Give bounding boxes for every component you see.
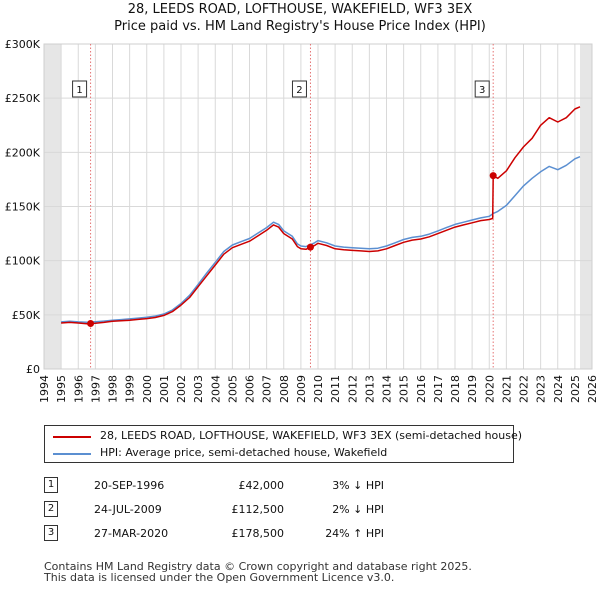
y-tick-label: £0 — [26, 363, 40, 376]
x-tick-label: 2009 — [295, 375, 308, 403]
x-tick-label: 2019 — [466, 375, 479, 403]
sale-hpi-diff: 2% ↓ HPI — [332, 502, 384, 516]
sale-label-box — [474, 80, 490, 98]
x-tick-label: 2020 — [483, 375, 496, 403]
y-tick-label: £200K — [5, 146, 41, 159]
x-tick-label: 1995 — [55, 375, 68, 403]
x-tick-label: 2005 — [226, 375, 239, 403]
x-tick-label: 1996 — [72, 375, 85, 403]
x-tick-label: 2001 — [158, 375, 171, 403]
footer-copyright: Contains HM Land Registry data © Crown c… — [44, 560, 472, 573]
chart-title: 28, LEEDS ROAD, LOFTHOUSE, WAKEFIELD, WF… — [127, 2, 473, 17]
price-chart: £0 £50K £100K £150K £200K £250K £300K 1994 1995 1… — [5, 38, 599, 403]
sale-point — [87, 320, 95, 327]
sale-label-number: 1 — [76, 85, 82, 96]
x-tick-label: 2003 — [192, 375, 205, 403]
footer-licence: This data is licensed under the Open Gov… — [44, 571, 395, 584]
legend-line-hpi — [53, 453, 91, 455]
plot-frame — [43, 43, 593, 370]
sale-label-number: 2 — [296, 85, 302, 96]
legend: 28, LEEDS ROAD, LOFTHOUSE, WAKEFIELD, WF… — [44, 425, 522, 463]
y-tick-label: £100K — [5, 255, 41, 268]
x-tick-label: 2026 — [586, 375, 599, 403]
x-tick-label: 2010 — [312, 375, 325, 403]
x-tick-label: 1997 — [89, 375, 102, 403]
sale-price: £112,500 — [231, 502, 285, 516]
sale-number-badge: 1 — [44, 477, 58, 493]
sale-label-box — [72, 80, 88, 98]
x-tick-label: 2006 — [244, 375, 257, 403]
x-tick-label: 2014 — [381, 375, 394, 403]
chart-subtitle: Price paid vs. HM Land Registry's House … — [114, 19, 486, 34]
x-tick-label: 2015 — [398, 375, 411, 403]
sale-date: 24-JUL-2009 — [94, 502, 162, 516]
table-row: 3 27-MAR-2020 £178,500 24% ↑ HPI — [44, 521, 384, 545]
x-tick-label: 2002 — [175, 375, 188, 403]
x-tick-label: 2000 — [141, 375, 154, 403]
x-tick-label: 2024 — [552, 375, 565, 403]
x-tick-label: 2018 — [449, 375, 462, 403]
table-row: 2 24-JUL-2009 £112,500 2% ↓ HPI — [44, 497, 384, 521]
property-price-line — [61, 106, 581, 325]
sale-point — [306, 243, 314, 251]
x-tick-label: 2013 — [363, 375, 376, 403]
x-tick-label: 1999 — [124, 375, 137, 403]
x-tick-label: 2025 — [569, 375, 582, 403]
sale-hpi-diff: 3% ↓ HPI — [332, 478, 384, 492]
x-tick-label: 2007 — [261, 375, 274, 403]
y-tick-label: £50K — [12, 309, 41, 322]
sale-point — [489, 172, 497, 180]
legend-line-property — [53, 436, 91, 438]
x-tick-label: 2011 — [329, 375, 342, 403]
x-tick-label: 2012 — [346, 375, 359, 403]
x-tick-label: 2008 — [278, 375, 291, 403]
legend-label-property: 28, LEEDS ROAD, LOFTHOUSE, WAKEFIELD, WF… — [100, 429, 523, 442]
sale-label-number: 3 — [479, 85, 485, 96]
x-tick-label: 2021 — [500, 375, 513, 403]
x-tick-label: 2016 — [415, 375, 428, 403]
sale-price: £178,500 — [231, 526, 285, 540]
sale-number-badge: 3 — [44, 525, 58, 541]
x-tick-label: 1998 — [107, 375, 120, 403]
y-tick-label: £250K — [5, 92, 41, 105]
table-row: 1 20-SEP-1996 £42,000 3% ↓ HPI — [44, 473, 384, 497]
x-tick-label: 2022 — [518, 375, 531, 403]
sale-hpi-diff: 24% ↑ HPI — [325, 526, 384, 540]
sale-date: 27-MAR-2020 — [94, 526, 169, 540]
sale-label-box — [291, 80, 307, 98]
sale-number-badge: 2 — [44, 501, 58, 517]
legend-label-hpi: HPI: Average price, semi-detached house,… — [100, 446, 388, 459]
y-tick-label: £300K — [5, 38, 41, 51]
y-tick-label: £150K — [5, 201, 41, 214]
x-tick-label: 2023 — [535, 375, 548, 403]
transactions-table: 1 20-SEP-1996 £42,000 3% ↓ HPI 2 24-JUL-… — [44, 473, 384, 545]
x-tick-label: 2017 — [432, 375, 445, 403]
x-tick-label: 1994 — [38, 375, 51, 403]
sale-date: 20-SEP-1996 — [94, 478, 165, 492]
sale-price: £42,000 — [238, 478, 285, 492]
x-tick-label: 2004 — [209, 375, 222, 403]
